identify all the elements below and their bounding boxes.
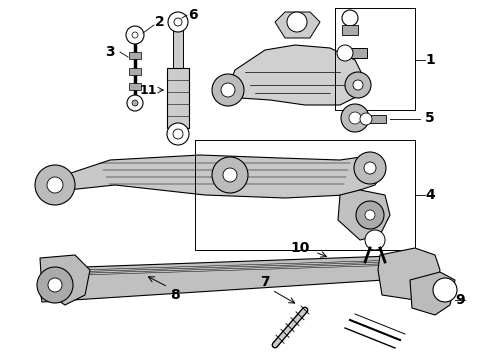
Bar xyxy=(173,30,183,70)
Circle shape xyxy=(354,152,386,184)
Circle shape xyxy=(365,210,375,220)
Bar xyxy=(345,48,367,58)
Circle shape xyxy=(342,10,358,26)
Bar xyxy=(368,115,386,123)
Text: 4: 4 xyxy=(425,188,435,202)
Circle shape xyxy=(35,165,75,205)
Text: 7: 7 xyxy=(260,275,270,289)
Text: 6: 6 xyxy=(188,8,198,22)
Circle shape xyxy=(349,112,361,124)
Circle shape xyxy=(167,123,189,145)
Polygon shape xyxy=(275,12,320,38)
Text: 1: 1 xyxy=(425,53,435,67)
Circle shape xyxy=(356,201,384,229)
Circle shape xyxy=(364,162,376,174)
Bar xyxy=(129,68,141,75)
Polygon shape xyxy=(50,155,385,198)
Text: 5: 5 xyxy=(425,111,435,125)
Text: 9: 9 xyxy=(455,293,465,307)
Circle shape xyxy=(345,72,371,98)
Text: 10: 10 xyxy=(290,241,310,255)
Circle shape xyxy=(37,267,73,303)
Circle shape xyxy=(126,26,144,44)
Polygon shape xyxy=(40,255,430,302)
Polygon shape xyxy=(225,45,365,105)
Circle shape xyxy=(132,100,138,106)
Bar xyxy=(342,25,358,35)
Circle shape xyxy=(47,177,63,193)
Circle shape xyxy=(433,278,457,302)
Polygon shape xyxy=(40,255,90,305)
Circle shape xyxy=(353,80,363,90)
Polygon shape xyxy=(378,248,440,300)
Circle shape xyxy=(341,104,369,132)
Bar xyxy=(129,52,141,59)
Circle shape xyxy=(360,113,372,125)
Circle shape xyxy=(212,157,248,193)
Circle shape xyxy=(287,12,307,32)
Text: 2: 2 xyxy=(155,15,165,29)
Bar xyxy=(129,83,141,90)
Circle shape xyxy=(221,83,235,97)
Circle shape xyxy=(212,74,244,106)
Text: 8: 8 xyxy=(170,288,180,302)
Circle shape xyxy=(127,95,143,111)
Bar xyxy=(167,68,189,128)
Text: 3: 3 xyxy=(105,45,115,59)
Circle shape xyxy=(132,32,138,38)
Polygon shape xyxy=(410,272,455,315)
Circle shape xyxy=(174,18,182,26)
Circle shape xyxy=(173,129,183,139)
Circle shape xyxy=(337,45,353,61)
Circle shape xyxy=(223,168,237,182)
Polygon shape xyxy=(338,190,390,240)
Text: 11: 11 xyxy=(139,84,157,96)
Circle shape xyxy=(365,230,385,250)
Circle shape xyxy=(168,12,188,32)
Circle shape xyxy=(48,278,62,292)
